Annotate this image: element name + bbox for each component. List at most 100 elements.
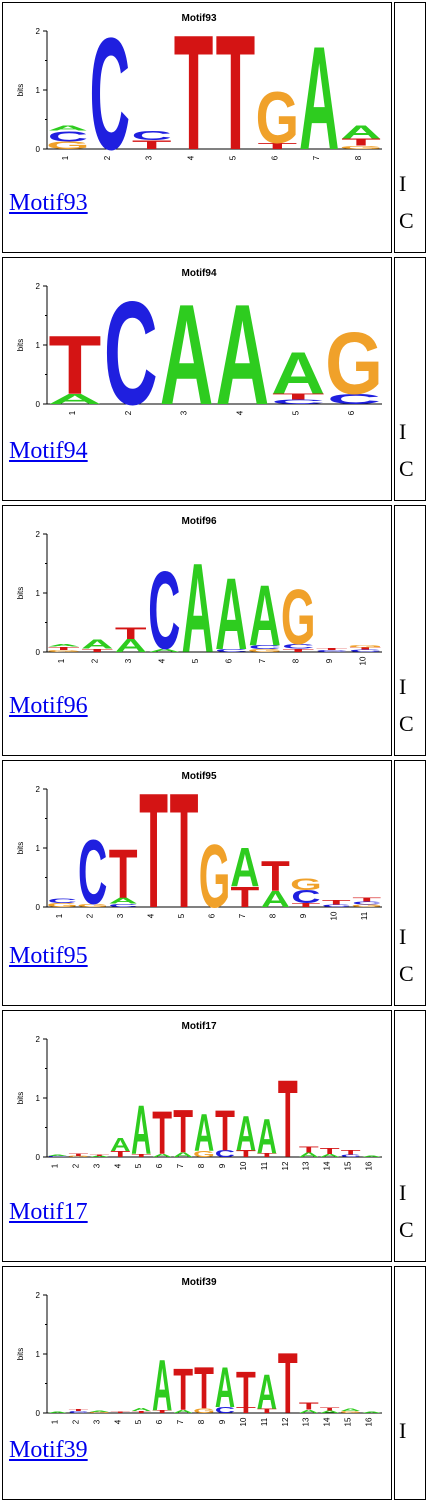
position-label: 10	[329, 911, 338, 920]
position-label: 3	[116, 913, 125, 918]
position-label: 3	[92, 1163, 101, 1168]
logo-letter-T: T	[152, 1409, 172, 1414]
logo-letter-T: T	[115, 625, 147, 643]
position-label: 5	[228, 155, 237, 160]
logo-letter-A: A	[341, 1408, 361, 1412]
logo-letter-C: C	[104, 270, 158, 424]
position-label: 8	[268, 913, 277, 918]
motif-link[interactable]: Motif17	[9, 1199, 88, 1225]
motif-logo-cell: Motif94 0 1 2 bits 1 A T 2 C 3 A 4 A 5 C T A 6 C G Motif94	[2, 257, 392, 501]
logo-letter-T: T	[131, 1153, 151, 1158]
logo-letter-C: C	[90, 9, 130, 169]
logo-letter-A: A	[108, 896, 137, 905]
position-label: 5	[177, 913, 186, 918]
logo-letter-T: T	[291, 902, 320, 908]
position-label: 13	[302, 1417, 311, 1426]
position-label: 9	[218, 1163, 227, 1168]
position-label: 4	[113, 1163, 122, 1168]
y-axis-label: bits	[16, 1092, 25, 1104]
logo-letter-T: T	[299, 1401, 319, 1412]
logo-title: Motif17	[182, 1021, 217, 1032]
logo-letter-G: G	[77, 903, 109, 908]
logo-letter-A: A	[115, 636, 147, 656]
position-label: 2	[90, 658, 99, 663]
logo-letter-T: T	[282, 648, 314, 653]
logo-letter-T: T	[316, 648, 348, 651]
logo-letter-C: C	[316, 650, 348, 653]
position-label: 15	[344, 1161, 353, 1170]
motif-row: Motif17 0 1 2 bits 1 C A 2 G T 3 A T 4 T A 5 T A 6 A T 7 A T 8 G A 9 C…	[0, 1008, 428, 1264]
position-label: 16	[365, 1161, 374, 1170]
logo-letter-A: A	[131, 1092, 151, 1169]
motif-link[interactable]: Motif95	[9, 943, 88, 969]
info-text-line2: C	[399, 208, 414, 233]
info-text-line1: I	[399, 419, 407, 444]
position-label: 1	[50, 1163, 59, 1168]
motif-link[interactable]: Motif39	[9, 1437, 88, 1463]
logo-letter-T: T	[194, 1356, 214, 1422]
position-label: 4	[235, 410, 244, 415]
logo-letter-T: T	[322, 899, 351, 906]
motif-logo-cell: Motif95 0 1 2 bits 1 G C 2 G C 3 C A T 4 T 5 T 6 G 7 T A 8 A T 9 T C G…	[2, 760, 392, 1006]
logo-letter-A: A	[48, 124, 88, 132]
logo-letter-A: A	[89, 1156, 109, 1158]
logo-letter-A: A	[249, 567, 281, 664]
position-label: 5	[291, 410, 300, 415]
logo-letter-A: A	[299, 1152, 320, 1159]
logo-letter-G: G	[199, 826, 231, 927]
logo-letter-T: T	[236, 1406, 257, 1415]
position-label: 11	[260, 1417, 269, 1426]
position-label: 16	[365, 1417, 374, 1426]
logo-letter-A: A	[341, 122, 381, 142]
position-label: 14	[323, 1161, 332, 1170]
logo-letter-A: A	[160, 276, 214, 424]
motif-logo-cell: Motif39 0 1 2 bits 1 A 2 C T 3 G A 4 T 5 T A 6 T A 7 A T 8 G T 9 C A 1…	[2, 1266, 392, 1500]
logo-letter-T: T	[257, 1407, 278, 1414]
logo-letter-G: G	[281, 575, 316, 661]
logo-letter-A: A	[236, 1107, 256, 1161]
position-label: 10	[239, 1417, 248, 1426]
motif-row: Motif96 0 1 2 bits 1 G T A 2 T A 3 A T 4 A C 5 A 6 C A 7 G C A 8 T C G…	[0, 503, 428, 758]
motif-link[interactable]: Motif96	[9, 693, 88, 719]
position-label: 4	[147, 913, 156, 918]
position-label: 6	[270, 155, 279, 160]
logo-letter-T: T	[48, 646, 80, 651]
logo-title: Motif96	[182, 516, 217, 527]
logo-letter-T: T	[299, 1145, 320, 1154]
logo-letter-A: A	[81, 637, 113, 652]
motif-link[interactable]: Motif93	[9, 190, 88, 216]
position-label: 14	[323, 1417, 332, 1426]
logo-letter-A: A	[215, 1355, 235, 1420]
info-text-line1: I	[399, 171, 407, 196]
logo-letter-C: C	[132, 128, 172, 143]
position-label: 4	[157, 658, 166, 663]
y-axis-label: bits	[16, 587, 25, 599]
logo-letter-T: T	[341, 1149, 362, 1156]
logo-letter-G: G	[46, 650, 81, 653]
motif-row: Motif95 0 1 2 bits 1 G C 2 G C 3 C A T 4 T 5 T 6 G 7 T A 8 A T 9 T C G…	[0, 758, 428, 1008]
info-text-line1: I	[399, 674, 407, 699]
logo-letter-C: C	[271, 398, 325, 405]
motif-link[interactable]: Motif94	[9, 438, 88, 464]
position-label: 3	[180, 410, 189, 415]
position-label: 12	[281, 1161, 290, 1170]
position-label: 8	[197, 1419, 206, 1424]
logo-letter-T: T	[173, 1098, 193, 1166]
y-tick-label: 0	[36, 1409, 41, 1418]
logo-letter-C: C	[48, 128, 88, 145]
position-label: 7	[176, 1163, 185, 1168]
logo-letter-A: A	[110, 1135, 130, 1155]
position-label: 1	[57, 658, 66, 663]
logo-letter-A: A	[182, 539, 214, 672]
logo-letter-G: G	[256, 77, 299, 159]
logo-letter-A: A	[299, 15, 339, 169]
y-tick-label: 2	[36, 1035, 41, 1044]
logo-letter-C: C	[48, 897, 77, 904]
y-tick-label: 2	[36, 282, 41, 291]
logo-letter-C: C	[215, 1406, 235, 1415]
logo-letter-T: T	[173, 1358, 193, 1424]
